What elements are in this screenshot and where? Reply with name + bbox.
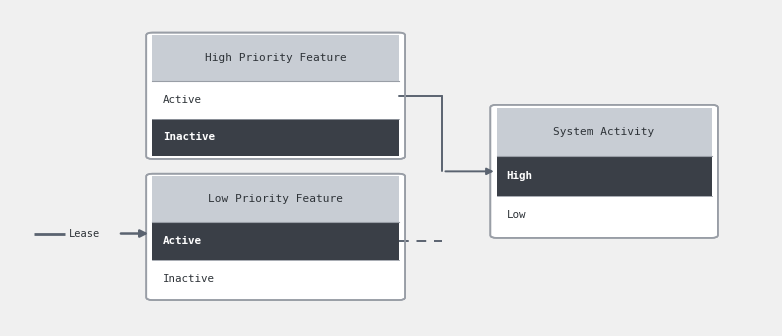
Bar (152, 119, 399, 156)
Bar (152, 35, 399, 81)
Text: High: High (507, 171, 533, 181)
Text: Inactive: Inactive (163, 274, 214, 284)
Bar (152, 222, 399, 260)
Text: Low: Low (507, 210, 526, 220)
Text: Inactive: Inactive (163, 132, 214, 142)
Text: System Activity: System Activity (554, 127, 655, 137)
Bar (152, 176, 399, 222)
Text: Active: Active (163, 95, 202, 105)
Bar (497, 156, 712, 196)
Text: Low Priority Feature: Low Priority Feature (208, 195, 343, 204)
Bar (497, 108, 712, 156)
Text: High Priority Feature: High Priority Feature (205, 53, 346, 63)
Text: Active: Active (163, 236, 202, 246)
FancyBboxPatch shape (490, 105, 718, 238)
FancyBboxPatch shape (146, 33, 405, 159)
FancyBboxPatch shape (146, 174, 405, 300)
Text: Lease: Lease (69, 228, 100, 239)
